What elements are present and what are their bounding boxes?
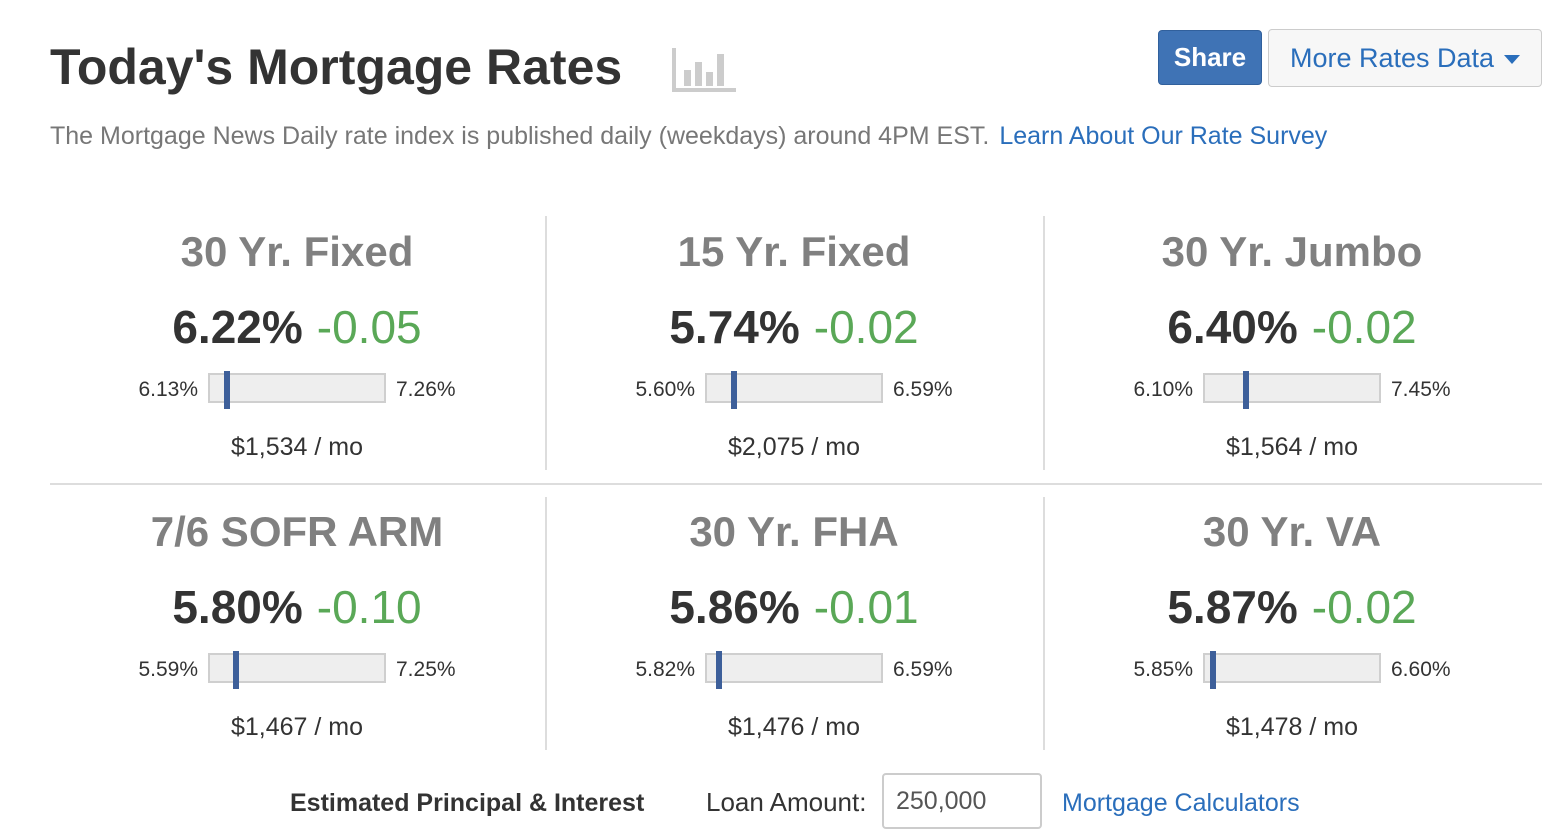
page-subtitle: The Mortgage News Daily rate index is pu… [50, 122, 1327, 151]
row-divider [50, 483, 1542, 485]
range-bar [208, 371, 386, 409]
column-divider [545, 497, 547, 750]
range-marker [1210, 651, 1216, 689]
range-bar [705, 651, 883, 689]
rate-change: -0.02 [1311, 581, 1417, 633]
range-low: 5.82% [635, 658, 695, 681]
loan-amount-input[interactable] [882, 773, 1042, 829]
rate-value: 5.86% [669, 581, 800, 633]
bar-chart-icon[interactable] [670, 44, 736, 94]
subtitle-text: The Mortgage News Daily rate index is pu… [50, 122, 990, 150]
product-name: 7/6 SOFR ARM [150, 508, 444, 555]
column-divider [1043, 216, 1045, 470]
rate-value: 5.87% [1167, 581, 1298, 633]
rate-change: -0.02 [813, 301, 919, 353]
rate-value: 5.74% [669, 301, 800, 353]
rate-change: -0.05 [316, 301, 422, 353]
product-name: 30 Yr. VA [1202, 508, 1382, 555]
rate-row: 5.87% -0.02 [1043, 580, 1541, 634]
range-low: 6.10% [1133, 378, 1193, 401]
range-marker [1243, 371, 1249, 409]
caret-down-icon [1504, 55, 1521, 64]
monthly-payment: $1,478 / mo [1225, 713, 1359, 741]
monthly-payment: $1,564 / mo [1225, 433, 1359, 461]
page-title: Today's Mortgage Rates [50, 39, 623, 95]
rate-row: 5.80% -0.10 [48, 580, 546, 634]
range-low: 5.60% [635, 378, 695, 401]
range-high: 7.45% [1391, 378, 1451, 401]
column-divider [545, 216, 547, 470]
range-marker [224, 371, 230, 409]
product-name: 15 Yr. Fixed [677, 228, 911, 275]
rate-card[interactable]: 7/6 SOFR ARM 5.80% -0.10 5.59% 7.25% $1,467 /… [48, 508, 546, 748]
range-low: 5.85% [1133, 658, 1193, 681]
rate-card[interactable]: 30 Yr. VA 5.87% -0.02 5.85% 6.60% $1,478 / mo [1043, 508, 1541, 748]
product-name: 30 Yr. FHA [689, 508, 899, 555]
rate-value: 6.22% [172, 301, 303, 353]
range-high: 6.60% [1391, 658, 1451, 681]
range-bar [1203, 371, 1381, 409]
range-low: 6.13% [138, 378, 198, 401]
mortgage-calculators-link[interactable]: Mortgage Calculators [1062, 789, 1300, 817]
estimated-pi-label: Estimated Principal & Interest [290, 789, 645, 817]
rate-row: 6.22% -0.05 [48, 300, 546, 354]
more-rates-data-label: More Rates Data [1289, 42, 1495, 73]
rate-card[interactable]: 30 Yr. Fixed 6.22% -0.05 6.13% 7.26% $1,534 /… [48, 228, 546, 468]
share-button[interactable]: Share [1158, 30, 1262, 85]
range-marker [731, 371, 737, 409]
range-high: 6.59% [893, 658, 953, 681]
monthly-payment: $1,467 / mo [230, 713, 364, 741]
range-marker [716, 651, 722, 689]
range-bar [705, 371, 883, 409]
loan-amount-label: Loan Amount: [706, 787, 867, 817]
range-high: 6.59% [893, 378, 953, 401]
range-marker [233, 651, 239, 689]
rate-change: -0.02 [1311, 301, 1417, 353]
range-low: 5.59% [138, 658, 198, 681]
range-high: 7.26% [396, 378, 456, 401]
monthly-payment: $1,476 / mo [727, 713, 861, 741]
product-name: 30 Yr. Jumbo [1161, 228, 1423, 275]
rate-change: -0.01 [813, 581, 919, 633]
more-rates-data-dropdown[interactable]: More Rates Data [1268, 29, 1542, 87]
product-name: 30 Yr. Fixed [180, 228, 414, 275]
rate-card[interactable]: 30 Yr. Jumbo 6.40% -0.02 6.10% 7.45% $1,564 /… [1043, 228, 1541, 468]
monthly-payment: $1,534 / mo [230, 433, 364, 461]
rate-value: 6.40% [1167, 301, 1298, 353]
column-divider [1043, 497, 1045, 750]
rate-row: 5.74% -0.02 [545, 300, 1043, 354]
rate-survey-link[interactable]: Learn About Our Rate Survey [999, 122, 1328, 150]
monthly-payment: $2,075 / mo [727, 433, 861, 461]
rate-value: 5.80% [172, 581, 303, 633]
rate-change: -0.10 [316, 581, 422, 633]
range-bar [208, 651, 386, 689]
rate-row: 5.86% -0.01 [545, 580, 1043, 634]
rate-row: 6.40% -0.02 [1043, 300, 1541, 354]
rate-card[interactable]: 30 Yr. FHA 5.86% -0.01 5.82% 6.59% $1,476 / m… [545, 508, 1043, 748]
range-bar [1203, 651, 1381, 689]
range-high: 7.25% [396, 658, 456, 681]
rate-card[interactable]: 15 Yr. Fixed 5.74% -0.02 5.60% 6.59% $2,075 /… [545, 228, 1043, 468]
